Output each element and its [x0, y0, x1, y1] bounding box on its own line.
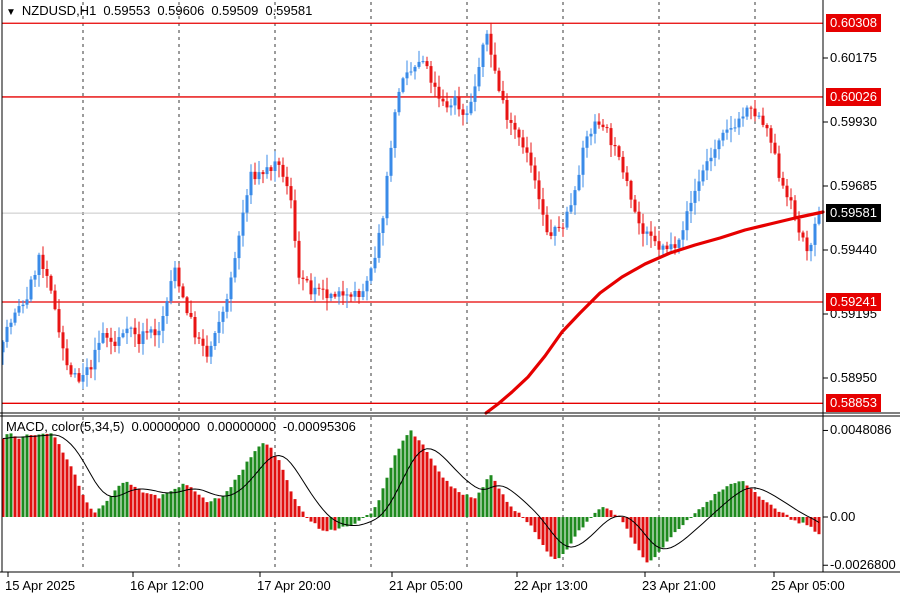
- price-level-badge: 0.60026: [826, 87, 881, 106]
- price-level-badge: 0.60308: [826, 14, 881, 33]
- time-axis-label: 21 Apr 05:00: [389, 578, 463, 593]
- macd-value-signal: 0.00000000: [207, 419, 276, 434]
- quote-high: 0.59606: [157, 3, 205, 18]
- price-axis-label: 0.58950: [830, 369, 877, 385]
- trend-curve: [484, 210, 825, 415]
- macd-axis-label: 0.00: [830, 509, 856, 524]
- price-axis-label: 0.59685: [830, 177, 877, 193]
- quote-low: 0.59509: [211, 3, 259, 18]
- chart-header: ▼ NZDUSD,H1 0.59553 0.59606 0.59509 0.59…: [6, 3, 312, 18]
- macd-axis-label: -0.0026800: [830, 557, 896, 573]
- time-axis-label: 22 Apr 13:00: [514, 578, 588, 593]
- time-axis-label: 17 Apr 20:00: [257, 578, 331, 593]
- price-axis-label: 0.60175: [830, 50, 877, 65]
- time-axis-label: 25 Apr 05:00: [771, 578, 845, 593]
- candlestick-layer: [1, 22, 821, 390]
- quote-open: 0.59553: [103, 3, 151, 18]
- macd-axis-label: 0.0048086: [830, 422, 892, 438]
- symbol-dropdown-icon[interactable]: ▼: [6, 7, 16, 18]
- macd-value-main: 0.00000000: [131, 419, 201, 434]
- price-axis-label: 0.59930: [830, 114, 877, 129]
- price-axis-label: 0.59440: [830, 241, 877, 257]
- macd-histogram-layer: [1, 430, 821, 563]
- macd-header: MACD, color(5,34,5) 0.00000000 0.0000000…: [6, 419, 356, 434]
- quote-close: 0.59581: [265, 3, 313, 18]
- chart-symbol-timeframe: NZDUSD,H1: [21, 3, 97, 18]
- time-axis-label: 15 Apr 2025: [5, 578, 76, 593]
- macd-signal-line: [2, 434, 820, 550]
- current-price-badge: 0.59581: [826, 204, 881, 223]
- price-level-badge: 0.58853: [826, 394, 881, 413]
- price-level-badge: 0.59241: [826, 292, 881, 311]
- macd-value-histogram: -0.00095306: [282, 419, 356, 434]
- time-axis-label: 16 Apr 12:00: [130, 578, 204, 593]
- time-axis-label: 23 Apr 21:00: [642, 578, 716, 593]
- macd-indicator-label: MACD, color(5,34,5): [6, 419, 125, 434]
